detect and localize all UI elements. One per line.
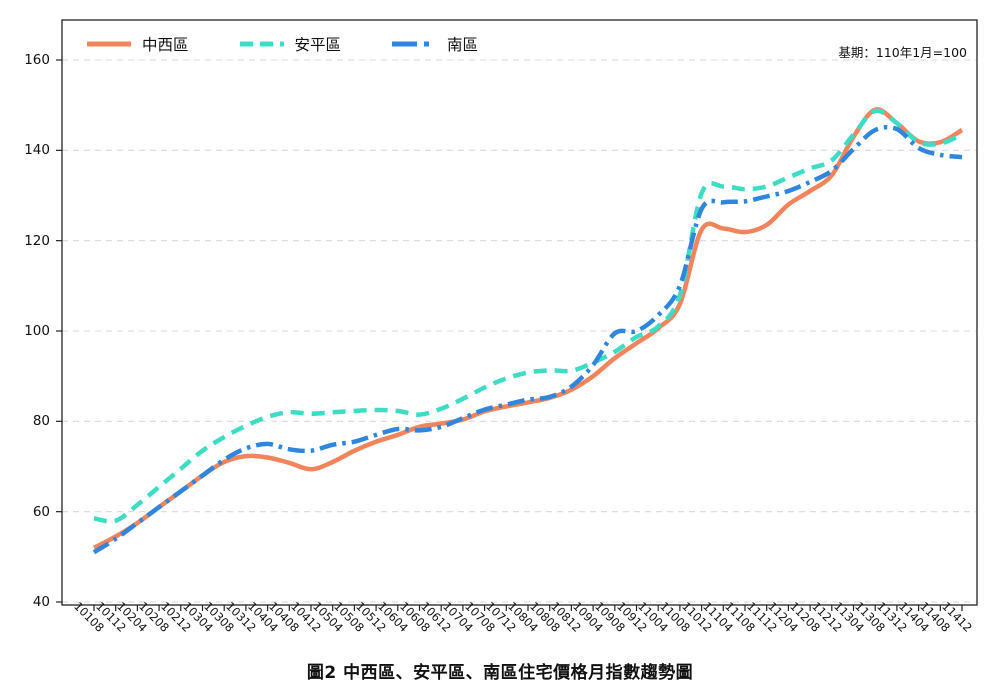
legend-item-中西區: 中西區 <box>86 33 189 55</box>
legend-item-南區: 南區 <box>391 33 478 55</box>
legend-swatch-dashed <box>239 41 284 47</box>
legend: 中西區 安平區 南區 <box>86 33 528 55</box>
chart-title: 圖2 中西區、安平區、南區住宅價格月指數趨勢圖 <box>306 663 694 683</box>
base-period-note: 基期：110年1月=100 <box>838 45 967 60</box>
y-axis-label-160: 160 <box>24 51 50 68</box>
legend-swatch-solid <box>87 41 131 47</box>
legend-label-南區: 南區 <box>447 36 479 54</box>
y-axis-label-80: 80 <box>32 413 50 430</box>
y-axis-label-120: 120 <box>24 232 50 249</box>
legend-swatch-dashdot <box>392 41 437 47</box>
legend-label-中西區: 中西區 <box>142 36 189 54</box>
y-axis-label-100: 100 <box>24 322 50 339</box>
legend-item-安平區: 安平區 <box>239 33 342 55</box>
legend-label-安平區: 安平區 <box>294 36 342 54</box>
series-line-安平區 <box>93 108 963 524</box>
y-axis-label-60: 60 <box>32 503 50 520</box>
y-axis-label-40: 40 <box>32 594 50 610</box>
y-axis-label-140: 140 <box>24 142 50 159</box>
series-line-中西區 <box>92 107 964 550</box>
plot-border <box>61 19 978 606</box>
series-line-南區 <box>92 124 963 555</box>
